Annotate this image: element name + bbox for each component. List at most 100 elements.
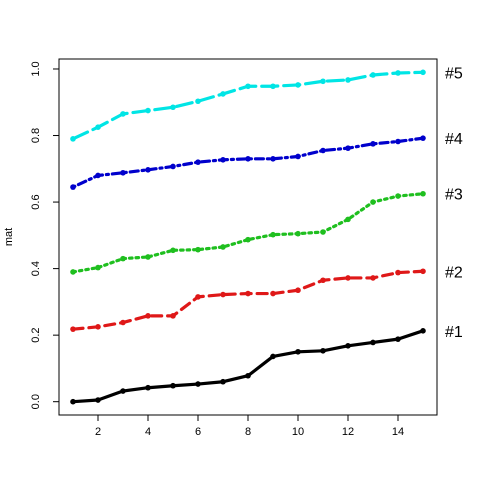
data-point bbox=[170, 382, 176, 389]
data-point bbox=[245, 236, 251, 243]
data-point bbox=[70, 326, 76, 332]
data-point bbox=[320, 229, 326, 235]
data-point bbox=[320, 78, 326, 85]
data-point bbox=[370, 199, 376, 205]
data-point bbox=[145, 107, 151, 114]
data-point bbox=[420, 268, 426, 275]
data-point bbox=[145, 384, 151, 391]
data-point bbox=[420, 190, 426, 197]
data-point bbox=[220, 244, 226, 250]
data-point bbox=[295, 348, 301, 355]
y-axis: 0.0 0.2 0.4 0.6 0.8 1.0 bbox=[30, 61, 59, 409]
data-point bbox=[95, 124, 101, 131]
series-label-5: #5 bbox=[445, 65, 463, 82]
data-point bbox=[195, 246, 201, 253]
series-label-4: #4 bbox=[445, 131, 463, 148]
data-point bbox=[345, 145, 351, 151]
data-point bbox=[345, 216, 351, 223]
data-point bbox=[120, 388, 126, 394]
data-point bbox=[395, 336, 401, 342]
data-point bbox=[70, 269, 76, 275]
series-label-2: #2 bbox=[445, 264, 463, 281]
y-tick-label: 0.6 bbox=[30, 194, 42, 209]
x-tick-label: 12 bbox=[342, 426, 354, 438]
data-point bbox=[370, 141, 376, 147]
data-point bbox=[395, 70, 401, 76]
y-tick-label: 0.2 bbox=[30, 328, 42, 343]
data-point bbox=[270, 290, 276, 297]
series-4 bbox=[70, 135, 426, 190]
data-point bbox=[245, 83, 251, 90]
data-point bbox=[145, 254, 151, 260]
data-point bbox=[195, 159, 201, 165]
y-axis-title: mat bbox=[3, 228, 15, 246]
series-5 bbox=[70, 69, 426, 142]
data-point bbox=[420, 69, 426, 76]
x-tick-label: 6 bbox=[195, 426, 201, 438]
series-line-5 bbox=[71, 70, 425, 141]
data-point bbox=[345, 342, 351, 349]
data-point bbox=[195, 98, 201, 105]
series-label-1: #1 bbox=[445, 324, 463, 341]
y-tick-label: 0.0 bbox=[30, 394, 42, 409]
data-point bbox=[170, 247, 176, 254]
data-point bbox=[220, 157, 226, 163]
data-point bbox=[170, 104, 176, 111]
data-point bbox=[120, 111, 126, 117]
data-point bbox=[370, 339, 376, 346]
data-point bbox=[370, 72, 376, 78]
data-point bbox=[70, 136, 76, 142]
data-point bbox=[195, 381, 201, 387]
series-1 bbox=[70, 328, 426, 405]
data-point bbox=[220, 378, 226, 385]
series-line-3 bbox=[71, 192, 425, 274]
data-point bbox=[170, 313, 176, 319]
y-tick-label: 0.8 bbox=[30, 128, 42, 143]
series-3 bbox=[70, 190, 426, 275]
x-tick-label: 10 bbox=[292, 426, 304, 438]
data-point bbox=[420, 135, 426, 141]
data-point bbox=[245, 372, 251, 379]
x-tick-label: 4 bbox=[145, 426, 151, 438]
data-point bbox=[295, 287, 301, 294]
y-tick-label: 0.4 bbox=[30, 261, 42, 276]
data-point bbox=[195, 294, 201, 300]
data-point bbox=[145, 166, 151, 173]
data-point bbox=[320, 277, 326, 284]
data-point bbox=[70, 398, 76, 405]
data-point bbox=[420, 328, 426, 334]
data-point bbox=[95, 172, 101, 179]
data-point bbox=[220, 291, 226, 298]
series-line-2 bbox=[71, 269, 425, 331]
x-tick-label: 8 bbox=[245, 426, 251, 438]
data-point bbox=[270, 156, 276, 162]
data-point bbox=[95, 324, 101, 330]
data-point bbox=[320, 347, 326, 354]
y-tick-label: 1.0 bbox=[30, 61, 42, 76]
data-point bbox=[295, 230, 301, 237]
data-point bbox=[270, 353, 276, 360]
data-point bbox=[295, 82, 301, 88]
x-tick-label: 14 bbox=[392, 426, 404, 438]
data-point bbox=[120, 169, 126, 176]
data-point bbox=[295, 153, 301, 160]
series-group bbox=[70, 69, 426, 405]
data-point bbox=[270, 231, 276, 238]
data-point bbox=[320, 147, 326, 154]
data-point bbox=[270, 83, 276, 90]
data-point bbox=[120, 319, 126, 326]
data-point bbox=[95, 264, 101, 271]
data-point bbox=[245, 290, 251, 297]
data-point bbox=[70, 184, 76, 190]
x-tick-label: 2 bbox=[95, 426, 101, 438]
data-point bbox=[245, 156, 251, 162]
data-point bbox=[145, 313, 151, 319]
data-point bbox=[170, 163, 176, 170]
data-point bbox=[395, 138, 401, 145]
data-point bbox=[370, 275, 376, 281]
series-line-4 bbox=[71, 136, 425, 189]
data-point bbox=[120, 255, 126, 262]
series-labels: #1 #2 #3 #4 #5 bbox=[445, 65, 463, 341]
data-point bbox=[95, 397, 101, 403]
